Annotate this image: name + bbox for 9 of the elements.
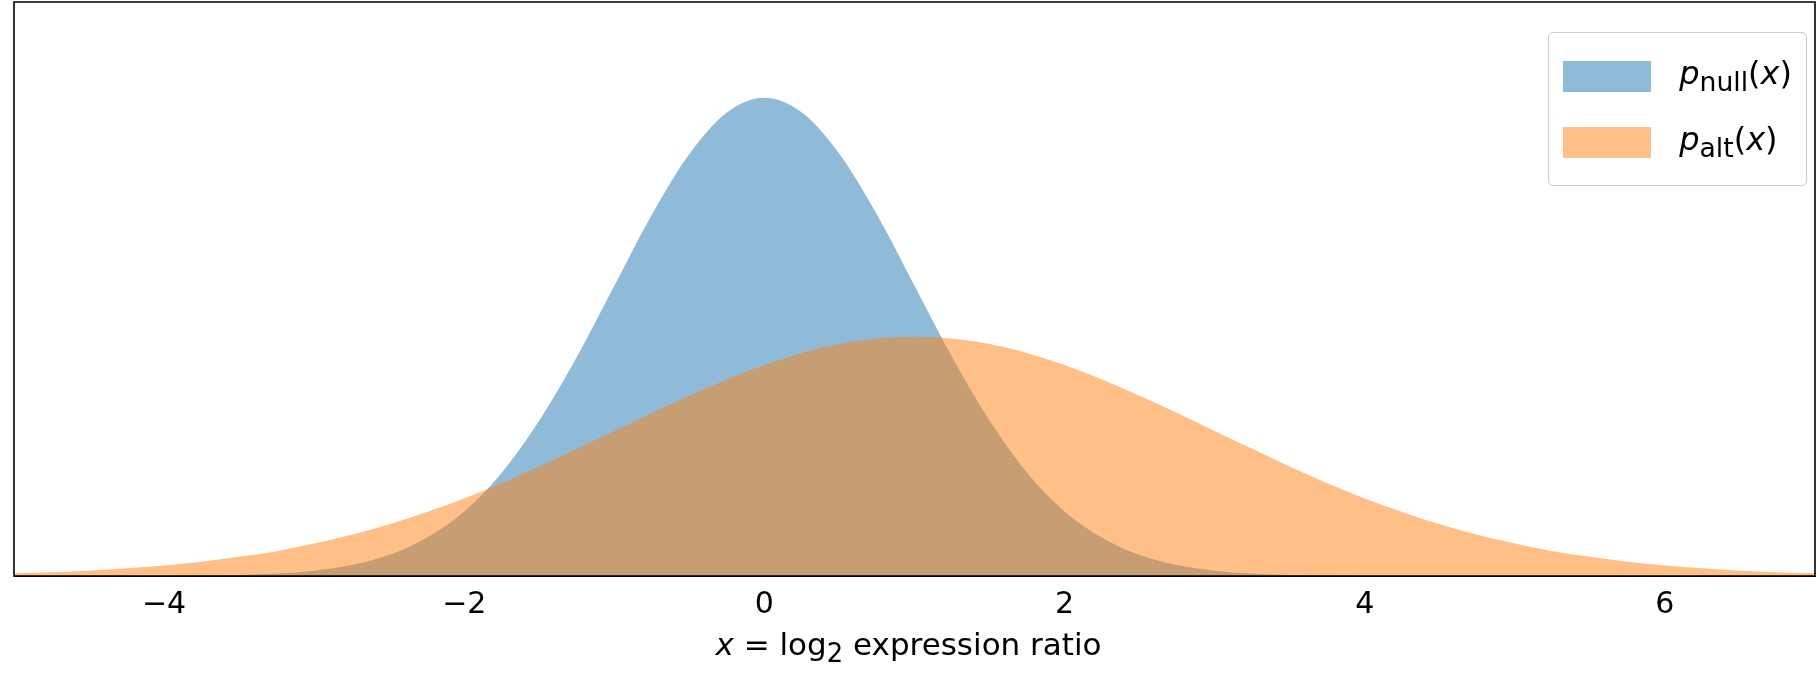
x-tick-label: 2 — [1055, 584, 1075, 620]
x-tick-label: 6 — [1655, 584, 1675, 620]
legend-label: p$_{alt}$(x) — [1679, 120, 1778, 164]
x-tick-label: 4 — [1355, 584, 1375, 620]
x-axis-title: x = log$_{2}$ expression ratio — [714, 626, 1103, 669]
x-tick-label: −2 — [442, 584, 487, 620]
legend-label: p$_{null}$(x) — [1679, 54, 1792, 98]
x-tick-label: −4 — [141, 584, 187, 620]
x-tick-label: 0 — [754, 584, 774, 620]
